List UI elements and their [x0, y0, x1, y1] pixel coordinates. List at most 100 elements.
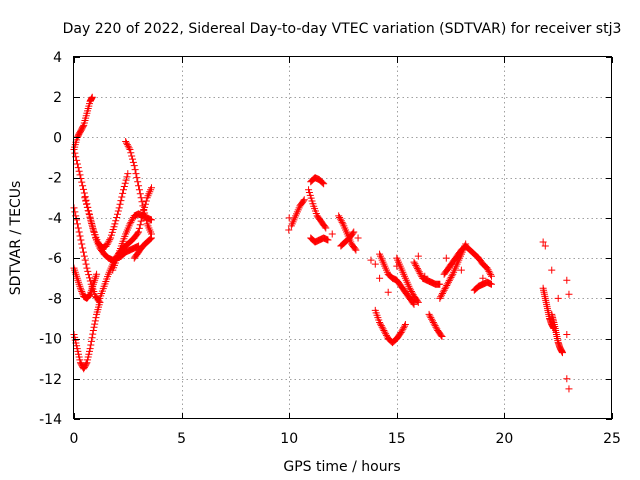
data-point — [408, 289, 416, 297]
tick-labels-layer: 0 5 10 15 20 25 -14 -12 -10 -8 -6 -4 -2 0 2 4 — [39, 50, 621, 447]
data-point — [376, 274, 384, 282]
data-point — [82, 260, 90, 268]
chart-title: Day 220 of 2022, Sidereal Day-to-day VTE… — [63, 21, 622, 37]
data-point — [318, 178, 326, 186]
data-point — [84, 267, 92, 275]
data-point — [565, 290, 573, 298]
data-point — [134, 178, 142, 186]
data-point — [285, 226, 293, 234]
data-point — [443, 281, 451, 289]
data-point — [367, 256, 375, 264]
data-point — [79, 244, 87, 252]
data-point — [559, 349, 567, 357]
data-point — [350, 228, 358, 236]
data-point — [324, 236, 332, 244]
data-point — [122, 137, 130, 145]
data-point — [446, 275, 454, 283]
data-point — [300, 196, 308, 204]
data-point — [438, 291, 446, 299]
y-axis-label: SDTVAR / TECUs — [8, 181, 24, 296]
data-point — [479, 274, 487, 282]
x-tick-label: 10 — [280, 431, 298, 447]
data-point — [409, 299, 417, 307]
data-point — [73, 160, 81, 168]
data-point — [430, 320, 438, 328]
data-point — [93, 270, 101, 278]
data-point — [352, 246, 360, 254]
data-point — [413, 265, 421, 273]
data-point — [130, 162, 138, 170]
data-point — [88, 334, 96, 342]
data-point — [91, 320, 99, 328]
data-point — [147, 184, 155, 192]
plot-frame — [73, 56, 612, 419]
data-point — [328, 230, 336, 238]
data-point — [147, 234, 155, 242]
data-point — [85, 292, 93, 300]
x-tick-label: 5 — [177, 431, 186, 447]
data-point — [401, 320, 409, 328]
data-point — [83, 264, 91, 272]
data-point — [80, 252, 88, 260]
data-point — [414, 266, 422, 274]
data-point — [128, 152, 136, 160]
data-point — [129, 158, 137, 166]
data-point — [407, 287, 415, 295]
grid-layer — [74, 57, 612, 419]
data-point — [132, 170, 140, 178]
data-point — [299, 197, 307, 205]
data-point — [123, 141, 131, 149]
data-point — [416, 269, 424, 277]
data-point — [445, 277, 453, 285]
data-point — [376, 318, 384, 326]
data-point — [141, 213, 149, 221]
data-point — [400, 324, 408, 332]
data-point — [85, 210, 93, 218]
data-point — [136, 221, 144, 229]
data-point — [378, 323, 386, 331]
data-point — [137, 217, 145, 225]
data-point — [103, 240, 111, 248]
data-point — [135, 224, 143, 232]
data-point — [121, 179, 129, 187]
data-point — [87, 341, 95, 349]
data-point — [142, 216, 150, 224]
data-point — [436, 294, 444, 302]
data-point — [335, 212, 343, 220]
data-point — [337, 217, 345, 225]
data-point — [415, 268, 423, 276]
data-point — [88, 93, 96, 101]
data-point — [138, 198, 146, 206]
data-point — [410, 258, 418, 266]
data-point — [124, 142, 132, 150]
data-point — [563, 331, 571, 339]
data-point — [78, 287, 86, 295]
data-point — [117, 197, 125, 205]
data-point — [79, 248, 87, 256]
data-point — [439, 288, 447, 296]
data-point — [136, 190, 144, 198]
data-point — [135, 228, 143, 236]
data-point — [441, 285, 449, 293]
y-tick-label: 2 — [53, 90, 62, 106]
x-tick-label: 20 — [495, 431, 513, 447]
y-tick-label: -4 — [48, 211, 62, 227]
data-point — [429, 318, 437, 326]
data-point — [541, 242, 549, 250]
data-point — [421, 272, 429, 280]
y-tick-label: 0 — [53, 130, 62, 146]
data-point — [119, 186, 127, 194]
data-point — [73, 216, 81, 224]
y-tick-label: -14 — [39, 412, 62, 428]
data-point — [426, 312, 434, 320]
data-point — [381, 328, 389, 336]
data-point — [322, 224, 330, 232]
data-point — [437, 293, 445, 301]
data-point — [126, 146, 134, 154]
data-point — [447, 273, 455, 281]
data-point — [399, 325, 407, 333]
data-point — [71, 149, 79, 157]
data-point — [487, 280, 495, 288]
data-point — [135, 182, 143, 190]
